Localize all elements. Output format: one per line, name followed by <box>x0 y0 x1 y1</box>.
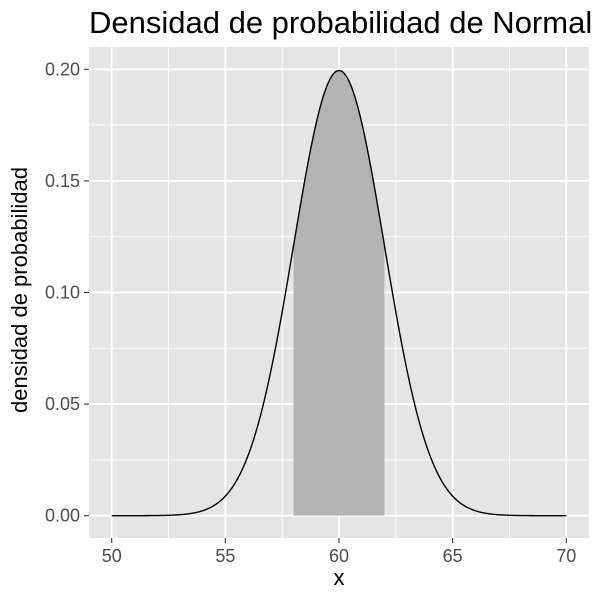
y-tick-label: 0.15 <box>45 171 80 191</box>
y-tick-label: 0.10 <box>45 283 80 303</box>
x-tick-label: 70 <box>556 546 576 566</box>
x-tick-label: 65 <box>443 546 463 566</box>
y-tick-label: 0.00 <box>45 506 80 526</box>
density-curve-line <box>111 69 567 517</box>
x-tick-label: 50 <box>102 546 122 566</box>
y-axis-ticks: 0.00 0.05 0.10 0.15 0.20 <box>45 59 89 526</box>
shaded-region-layer <box>293 70 385 516</box>
x-tick-label: 55 <box>215 546 235 566</box>
density-curve-layer <box>111 69 567 517</box>
x-tick-label: 60 <box>329 546 349 566</box>
y-tick-label: 0.05 <box>45 394 80 414</box>
x-axis-ticks: 50 55 60 65 70 <box>102 538 576 566</box>
shaded-probability-region <box>293 70 385 516</box>
x-axis-title: x <box>334 565 345 590</box>
chart-title: Densidad de probabilidad de Normal <box>89 5 592 40</box>
y-tick-label: 0.20 <box>45 59 80 79</box>
y-axis-title: densidad de probabilidad <box>7 167 32 413</box>
